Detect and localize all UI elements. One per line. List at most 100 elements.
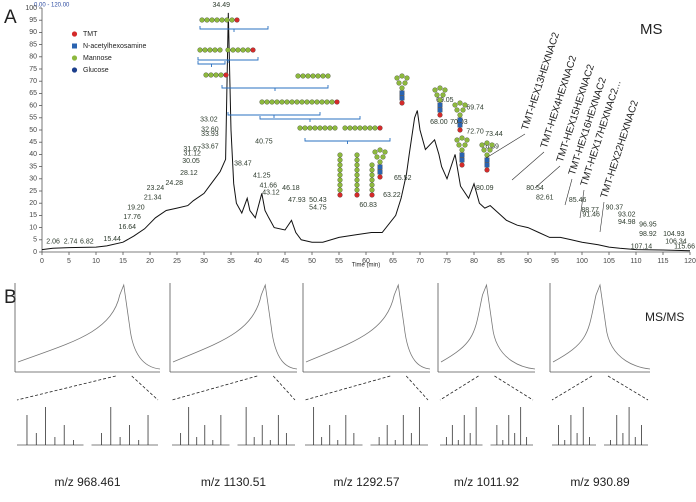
glycan-residue bbox=[230, 47, 236, 53]
glycan-residue bbox=[484, 157, 490, 163]
leader-line bbox=[511, 151, 545, 181]
glycan-residue bbox=[459, 152, 465, 158]
glycan-residue bbox=[372, 149, 378, 155]
peak-label: 104.93 bbox=[663, 231, 685, 238]
peak-label: 41.25 bbox=[253, 173, 271, 180]
glycan-residue bbox=[225, 47, 231, 53]
glycan-residue bbox=[484, 162, 490, 168]
x-tick-label: 115 bbox=[657, 258, 668, 265]
glycan-residue bbox=[352, 125, 358, 131]
glycan-residue bbox=[432, 87, 438, 93]
legend-label: TMT bbox=[83, 31, 98, 38]
glycan-residue bbox=[250, 47, 256, 53]
glycan-residue bbox=[203, 72, 209, 78]
y-tick-label: 80 bbox=[29, 54, 37, 61]
x-tick-label: 65 bbox=[389, 258, 397, 265]
glycan-residue bbox=[218, 72, 224, 78]
glycan-residue bbox=[264, 99, 270, 105]
dashed-link bbox=[494, 375, 534, 401]
glycan-residue bbox=[434, 92, 440, 98]
glycan-residue bbox=[314, 99, 320, 105]
x-tick-label: 5 bbox=[67, 258, 71, 265]
peak-label: 6.82 bbox=[80, 239, 94, 246]
glycan-residue bbox=[369, 187, 375, 193]
glycan-residue bbox=[347, 125, 353, 131]
glycan-residue bbox=[204, 17, 210, 23]
x-tick-label: 0 bbox=[40, 258, 44, 265]
glycan-residue bbox=[404, 75, 410, 81]
legend-swatch bbox=[71, 55, 78, 61]
x-tick-label: 70 bbox=[416, 258, 424, 265]
x-tick-label: 80 bbox=[470, 258, 478, 265]
peak-label: 60.83 bbox=[359, 202, 377, 209]
y-tick-label: 25 bbox=[29, 188, 37, 195]
glycan-residue bbox=[332, 125, 338, 131]
glycan-residue bbox=[324, 99, 330, 105]
x-tick-label: 35 bbox=[227, 258, 235, 265]
peak-label: 15.44 bbox=[103, 236, 121, 243]
glycan-residue bbox=[382, 149, 388, 155]
glycan-residue bbox=[367, 125, 373, 131]
peak-label: 47.93 bbox=[288, 197, 306, 204]
glycan-residue bbox=[259, 99, 265, 105]
peak-label: 30.05 bbox=[182, 158, 200, 165]
glycan-residue bbox=[334, 99, 340, 105]
glycan-residue bbox=[245, 47, 251, 53]
x-tick-label: 105 bbox=[603, 258, 615, 265]
glycan-residue bbox=[457, 112, 463, 118]
glycan-residue bbox=[224, 17, 230, 23]
glycan-residue bbox=[399, 73, 405, 79]
peak-label: 33.02 bbox=[200, 117, 218, 124]
glycan-residue bbox=[207, 47, 213, 53]
glycan-residue bbox=[456, 142, 462, 148]
peak-label: 40.75 bbox=[255, 138, 273, 145]
peak-label: 38.47 bbox=[234, 160, 252, 167]
peak-label: 93.02 bbox=[618, 212, 636, 219]
peak-label: 73.44 bbox=[485, 131, 503, 138]
bracket bbox=[197, 61, 226, 67]
glycan-residue bbox=[320, 73, 326, 79]
peak-label: 68.00 bbox=[430, 119, 448, 126]
glycan-residue bbox=[454, 107, 460, 113]
glycan-residue bbox=[354, 152, 360, 158]
glycan-residue bbox=[457, 100, 463, 106]
glycan-residue bbox=[460, 107, 466, 113]
peak-label: 107.14 bbox=[631, 243, 653, 250]
y-tick-label: 90 bbox=[29, 29, 37, 36]
glycan-residue bbox=[399, 95, 405, 101]
glycan-residue bbox=[399, 85, 405, 91]
glycan-residue bbox=[377, 125, 383, 131]
y-tick-label: 55 bbox=[29, 115, 37, 122]
bracket bbox=[227, 112, 321, 118]
x-tick-label: 10 bbox=[92, 258, 100, 265]
glycan-residue bbox=[454, 137, 460, 143]
glycan-residue bbox=[369, 192, 375, 198]
precursor-label: m/z 1130.51 bbox=[201, 475, 266, 489]
legend-swatch bbox=[71, 67, 78, 73]
legend-label: Mannose bbox=[83, 55, 112, 62]
peak-label: 43.12 bbox=[262, 190, 280, 197]
peak-label: 21.34 bbox=[144, 195, 162, 202]
glycan-residue bbox=[354, 192, 360, 198]
dashed-link bbox=[131, 375, 159, 401]
glycan-residue bbox=[380, 154, 386, 160]
precursor-label: m/z 968.461 bbox=[54, 475, 120, 489]
range-label: 0.00 - 120.00 bbox=[34, 3, 70, 9]
glycan-residue bbox=[459, 147, 465, 153]
glycan-residue bbox=[377, 164, 383, 170]
glycan-residue bbox=[310, 73, 316, 79]
glycan-residue bbox=[399, 90, 405, 96]
inset-trace bbox=[552, 283, 651, 370]
glycan-residue bbox=[459, 162, 465, 168]
x-tick-label: 25 bbox=[173, 258, 181, 265]
peak-label: 106.34 bbox=[665, 239, 687, 246]
bracket bbox=[221, 85, 329, 91]
glycan-residue bbox=[440, 92, 446, 98]
glycan-residue bbox=[299, 99, 305, 105]
glycan-residue bbox=[319, 99, 325, 105]
y-tick-label: 50 bbox=[29, 127, 37, 134]
x-tick-label: 50 bbox=[308, 258, 316, 265]
x-tick-label: 85 bbox=[497, 258, 505, 265]
glycan-residue bbox=[294, 99, 300, 105]
